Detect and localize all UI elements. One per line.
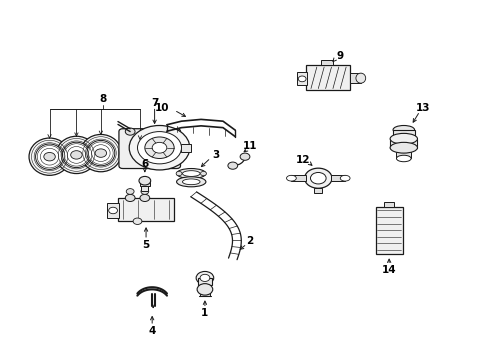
Ellipse shape [182, 171, 200, 176]
Circle shape [152, 142, 167, 153]
Text: 1: 1 [201, 308, 209, 318]
Text: 3: 3 [212, 150, 220, 160]
Ellipse shape [29, 138, 70, 175]
Ellipse shape [396, 155, 411, 162]
Text: 14: 14 [382, 265, 396, 275]
Ellipse shape [87, 140, 115, 166]
Ellipse shape [393, 126, 415, 134]
Bar [297, 72, 307, 85]
Text: 6: 6 [141, 159, 148, 169]
Bar [107, 203, 119, 218]
Circle shape [228, 162, 238, 169]
Circle shape [145, 137, 174, 158]
Circle shape [133, 218, 142, 225]
Bar [315, 188, 322, 193]
Bar [118, 198, 174, 221]
Text: 2: 2 [246, 236, 253, 246]
Circle shape [197, 284, 213, 295]
Text: 7: 7 [151, 98, 158, 108]
Bar [140, 181, 150, 186]
Bar [200, 289, 210, 296]
Bar [142, 186, 148, 191]
Circle shape [298, 76, 306, 82]
Text: 4: 4 [148, 325, 156, 336]
Bar [393, 130, 415, 139]
Ellipse shape [56, 136, 97, 174]
Circle shape [139, 176, 151, 185]
Circle shape [109, 207, 118, 214]
Circle shape [125, 194, 135, 202]
Circle shape [95, 149, 107, 157]
Text: 8: 8 [99, 94, 107, 104]
Ellipse shape [182, 179, 200, 185]
Circle shape [200, 274, 210, 282]
Circle shape [71, 151, 82, 159]
Circle shape [138, 132, 181, 164]
Text: 10: 10 [155, 103, 169, 113]
Text: 5: 5 [143, 239, 149, 249]
Circle shape [129, 126, 190, 170]
Text: 12: 12 [295, 155, 310, 165]
Ellipse shape [340, 175, 350, 181]
Circle shape [126, 189, 134, 194]
Circle shape [240, 153, 250, 160]
Bar [321, 60, 333, 65]
Ellipse shape [390, 142, 417, 153]
Bar [292, 175, 306, 181]
Bar [376, 207, 403, 253]
Bar [350, 73, 361, 83]
Text: 9: 9 [337, 51, 344, 61]
Circle shape [311, 172, 326, 184]
Bar [181, 144, 191, 152]
Bar [331, 175, 345, 181]
Ellipse shape [176, 177, 206, 187]
Ellipse shape [356, 73, 366, 83]
Circle shape [200, 171, 206, 176]
Ellipse shape [80, 134, 122, 172]
Bar [396, 148, 411, 158]
Text: 13: 13 [416, 103, 431, 113]
Bar [198, 278, 212, 285]
Ellipse shape [390, 134, 417, 144]
Circle shape [44, 153, 55, 161]
Circle shape [305, 168, 332, 188]
Circle shape [196, 271, 214, 284]
Ellipse shape [287, 175, 296, 181]
Ellipse shape [36, 144, 64, 169]
Bar [306, 65, 350, 90]
Bar [390, 139, 417, 148]
Circle shape [125, 128, 135, 135]
Bar [384, 202, 394, 207]
Text: 11: 11 [243, 141, 257, 151]
Ellipse shape [176, 168, 206, 179]
FancyBboxPatch shape [119, 129, 180, 168]
Circle shape [140, 194, 150, 202]
Ellipse shape [62, 142, 90, 167]
Circle shape [176, 171, 182, 176]
Circle shape [141, 189, 149, 194]
